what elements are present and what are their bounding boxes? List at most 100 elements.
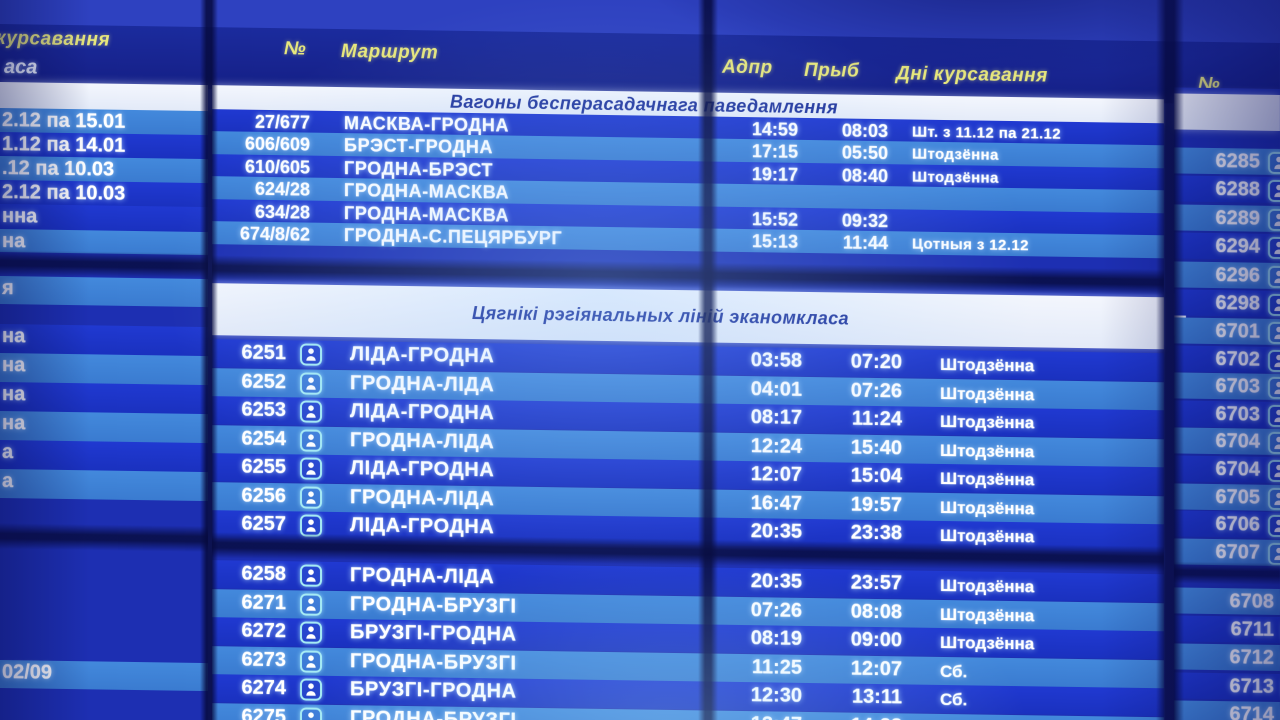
section-header-band bbox=[0, 82, 208, 112]
departure-time: 07:26 bbox=[750, 599, 802, 622]
train-number: 6701 bbox=[1215, 320, 1261, 343]
train-number: 6253 bbox=[241, 398, 287, 422]
route: ГРОДНА-ЛІДА bbox=[350, 372, 495, 397]
departure-time: 08:19 bbox=[750, 627, 802, 650]
departure-time: 12:30 bbox=[750, 684, 802, 707]
departure-time: 08:17 bbox=[750, 406, 802, 429]
train-number: 606/609 bbox=[244, 133, 310, 155]
arrival-time: 08:08 bbox=[850, 600, 902, 624]
passenger-icon bbox=[1268, 293, 1280, 317]
passenger-icon bbox=[300, 429, 322, 452]
arrival-time: 09:00 bbox=[850, 628, 902, 652]
schedule-row: 6289 bbox=[1174, 204, 1280, 232]
train-number: 6704 bbox=[1215, 430, 1261, 453]
departure-time: 16:47 bbox=[750, 492, 802, 515]
days-fragment: на bbox=[2, 412, 26, 435]
section-header-band bbox=[1174, 93, 1280, 131]
schedule-row: 6285 bbox=[1174, 147, 1280, 175]
operating-days: Штодзённа bbox=[940, 383, 1035, 405]
days-fragment: 02/09 bbox=[2, 661, 53, 684]
train-number: 6288 bbox=[1215, 178, 1261, 201]
route: БРЭСТ-ГРОДНА bbox=[344, 135, 494, 158]
schedule-row: .12 па 10.03 bbox=[0, 156, 208, 184]
arrival-time: 14:28 bbox=[808, 714, 902, 720]
schedule-row: на bbox=[0, 411, 208, 444]
train-number: 6703 bbox=[1215, 403, 1261, 426]
panel-seam bbox=[1174, 561, 1280, 585]
passenger-icon bbox=[300, 650, 322, 673]
operating-days: Штодзённа bbox=[912, 145, 999, 164]
train-number: 6296 bbox=[1215, 264, 1261, 287]
passenger-icon bbox=[300, 621, 322, 644]
passenger-icon bbox=[300, 707, 322, 720]
days-fragment: 2.12 па 15.01 bbox=[2, 109, 126, 133]
train-number: 6703 bbox=[1215, 375, 1261, 398]
departure-time: 03:58 bbox=[750, 349, 802, 372]
departure-time: 12:24 bbox=[750, 435, 802, 458]
schedule-row: 6711 bbox=[1174, 615, 1280, 643]
passenger-icon bbox=[1268, 404, 1280, 428]
train-number: 6704 bbox=[1215, 458, 1261, 481]
train-number: 6706 bbox=[1215, 513, 1261, 536]
passenger-icon bbox=[300, 593, 322, 616]
schedule-row: 6712 bbox=[1174, 643, 1280, 671]
passenger-icon bbox=[1268, 542, 1280, 566]
train-number: 6271 bbox=[241, 591, 287, 615]
schedule-row: на bbox=[0, 324, 208, 357]
route: ГРОДНА-БРУЗГІ bbox=[350, 707, 517, 720]
train-number: 6285 bbox=[1215, 150, 1261, 173]
departure-time: 19:17 bbox=[751, 164, 798, 185]
passenger-icon bbox=[1268, 349, 1280, 373]
screen-seam bbox=[200, 0, 218, 720]
route: ГРОДНА-БРУЗГІ bbox=[350, 650, 517, 675]
route: ГРОДНА-ЛІДА bbox=[350, 486, 495, 511]
arrival-time: 05:50 bbox=[841, 142, 888, 164]
passenger-icon bbox=[300, 678, 322, 701]
schedule-row: 1.12 па 14.01 bbox=[0, 132, 208, 160]
train-number: 624/28 bbox=[254, 178, 310, 200]
arrival-time: 08:03 bbox=[841, 120, 888, 142]
days-fragment: а bbox=[2, 441, 14, 464]
passenger-icon bbox=[1268, 179, 1280, 203]
days-fragment: на bbox=[2, 325, 26, 348]
schedule-row: 6701 bbox=[1174, 317, 1280, 345]
schedule-row: я bbox=[0, 276, 208, 308]
operating-days: Штодзённа bbox=[940, 354, 1035, 376]
schedule-row: 6703 bbox=[1174, 400, 1280, 428]
schedule-row: 2.12 па 15.01 bbox=[0, 108, 208, 136]
departure-time: 04:01 bbox=[750, 378, 802, 401]
days-fragment: .12 па 10.03 bbox=[2, 157, 115, 181]
arrival-time: 15:40 bbox=[850, 436, 902, 460]
operating-days: Сб. bbox=[940, 689, 968, 710]
operating-days: Штодзённа bbox=[940, 411, 1035, 433]
panel-seam bbox=[0, 523, 208, 553]
route: ЛІДА-ГРОДНА bbox=[350, 457, 495, 482]
arrival-time: 07:26 bbox=[850, 379, 902, 403]
screen-seam bbox=[1156, 0, 1184, 720]
schedule-row: 6298 bbox=[1174, 289, 1280, 317]
train-number: 674/8/62 bbox=[239, 223, 310, 245]
schedule-row: а bbox=[0, 440, 208, 473]
schedule-row: на bbox=[0, 353, 208, 386]
main-schedule-panel: Вагоны бесперасадачнага паведамлення Цяг… bbox=[212, 3, 1164, 720]
arrival-time: 07:20 bbox=[850, 350, 902, 374]
operating-days: Штодзённа bbox=[940, 497, 1035, 519]
days-fragment: 1.12 па 14.01 bbox=[2, 133, 126, 157]
route: ЛІДА-ГРОДНА bbox=[350, 343, 495, 368]
passenger-icon bbox=[1268, 321, 1280, 345]
train-number: 27/677 bbox=[254, 111, 310, 133]
departure-time: 17:15 bbox=[751, 141, 798, 162]
operating-days: Штодзённа bbox=[940, 575, 1035, 597]
train-number: 6298 bbox=[1215, 292, 1261, 315]
passenger-icon bbox=[1268, 487, 1280, 511]
days-fragment: нна bbox=[2, 205, 38, 228]
days-fragment: на bbox=[2, 354, 26, 377]
departure-time: 20:35 bbox=[750, 570, 802, 593]
passenger-icon bbox=[1268, 208, 1280, 232]
operating-days: Цотныя з 12.12 bbox=[912, 235, 1029, 255]
departure-time: 11:25 bbox=[751, 656, 802, 679]
panel-seam bbox=[0, 250, 208, 280]
train-number: 6275 bbox=[241, 705, 287, 720]
arrival-time: 15:04 bbox=[850, 464, 902, 488]
